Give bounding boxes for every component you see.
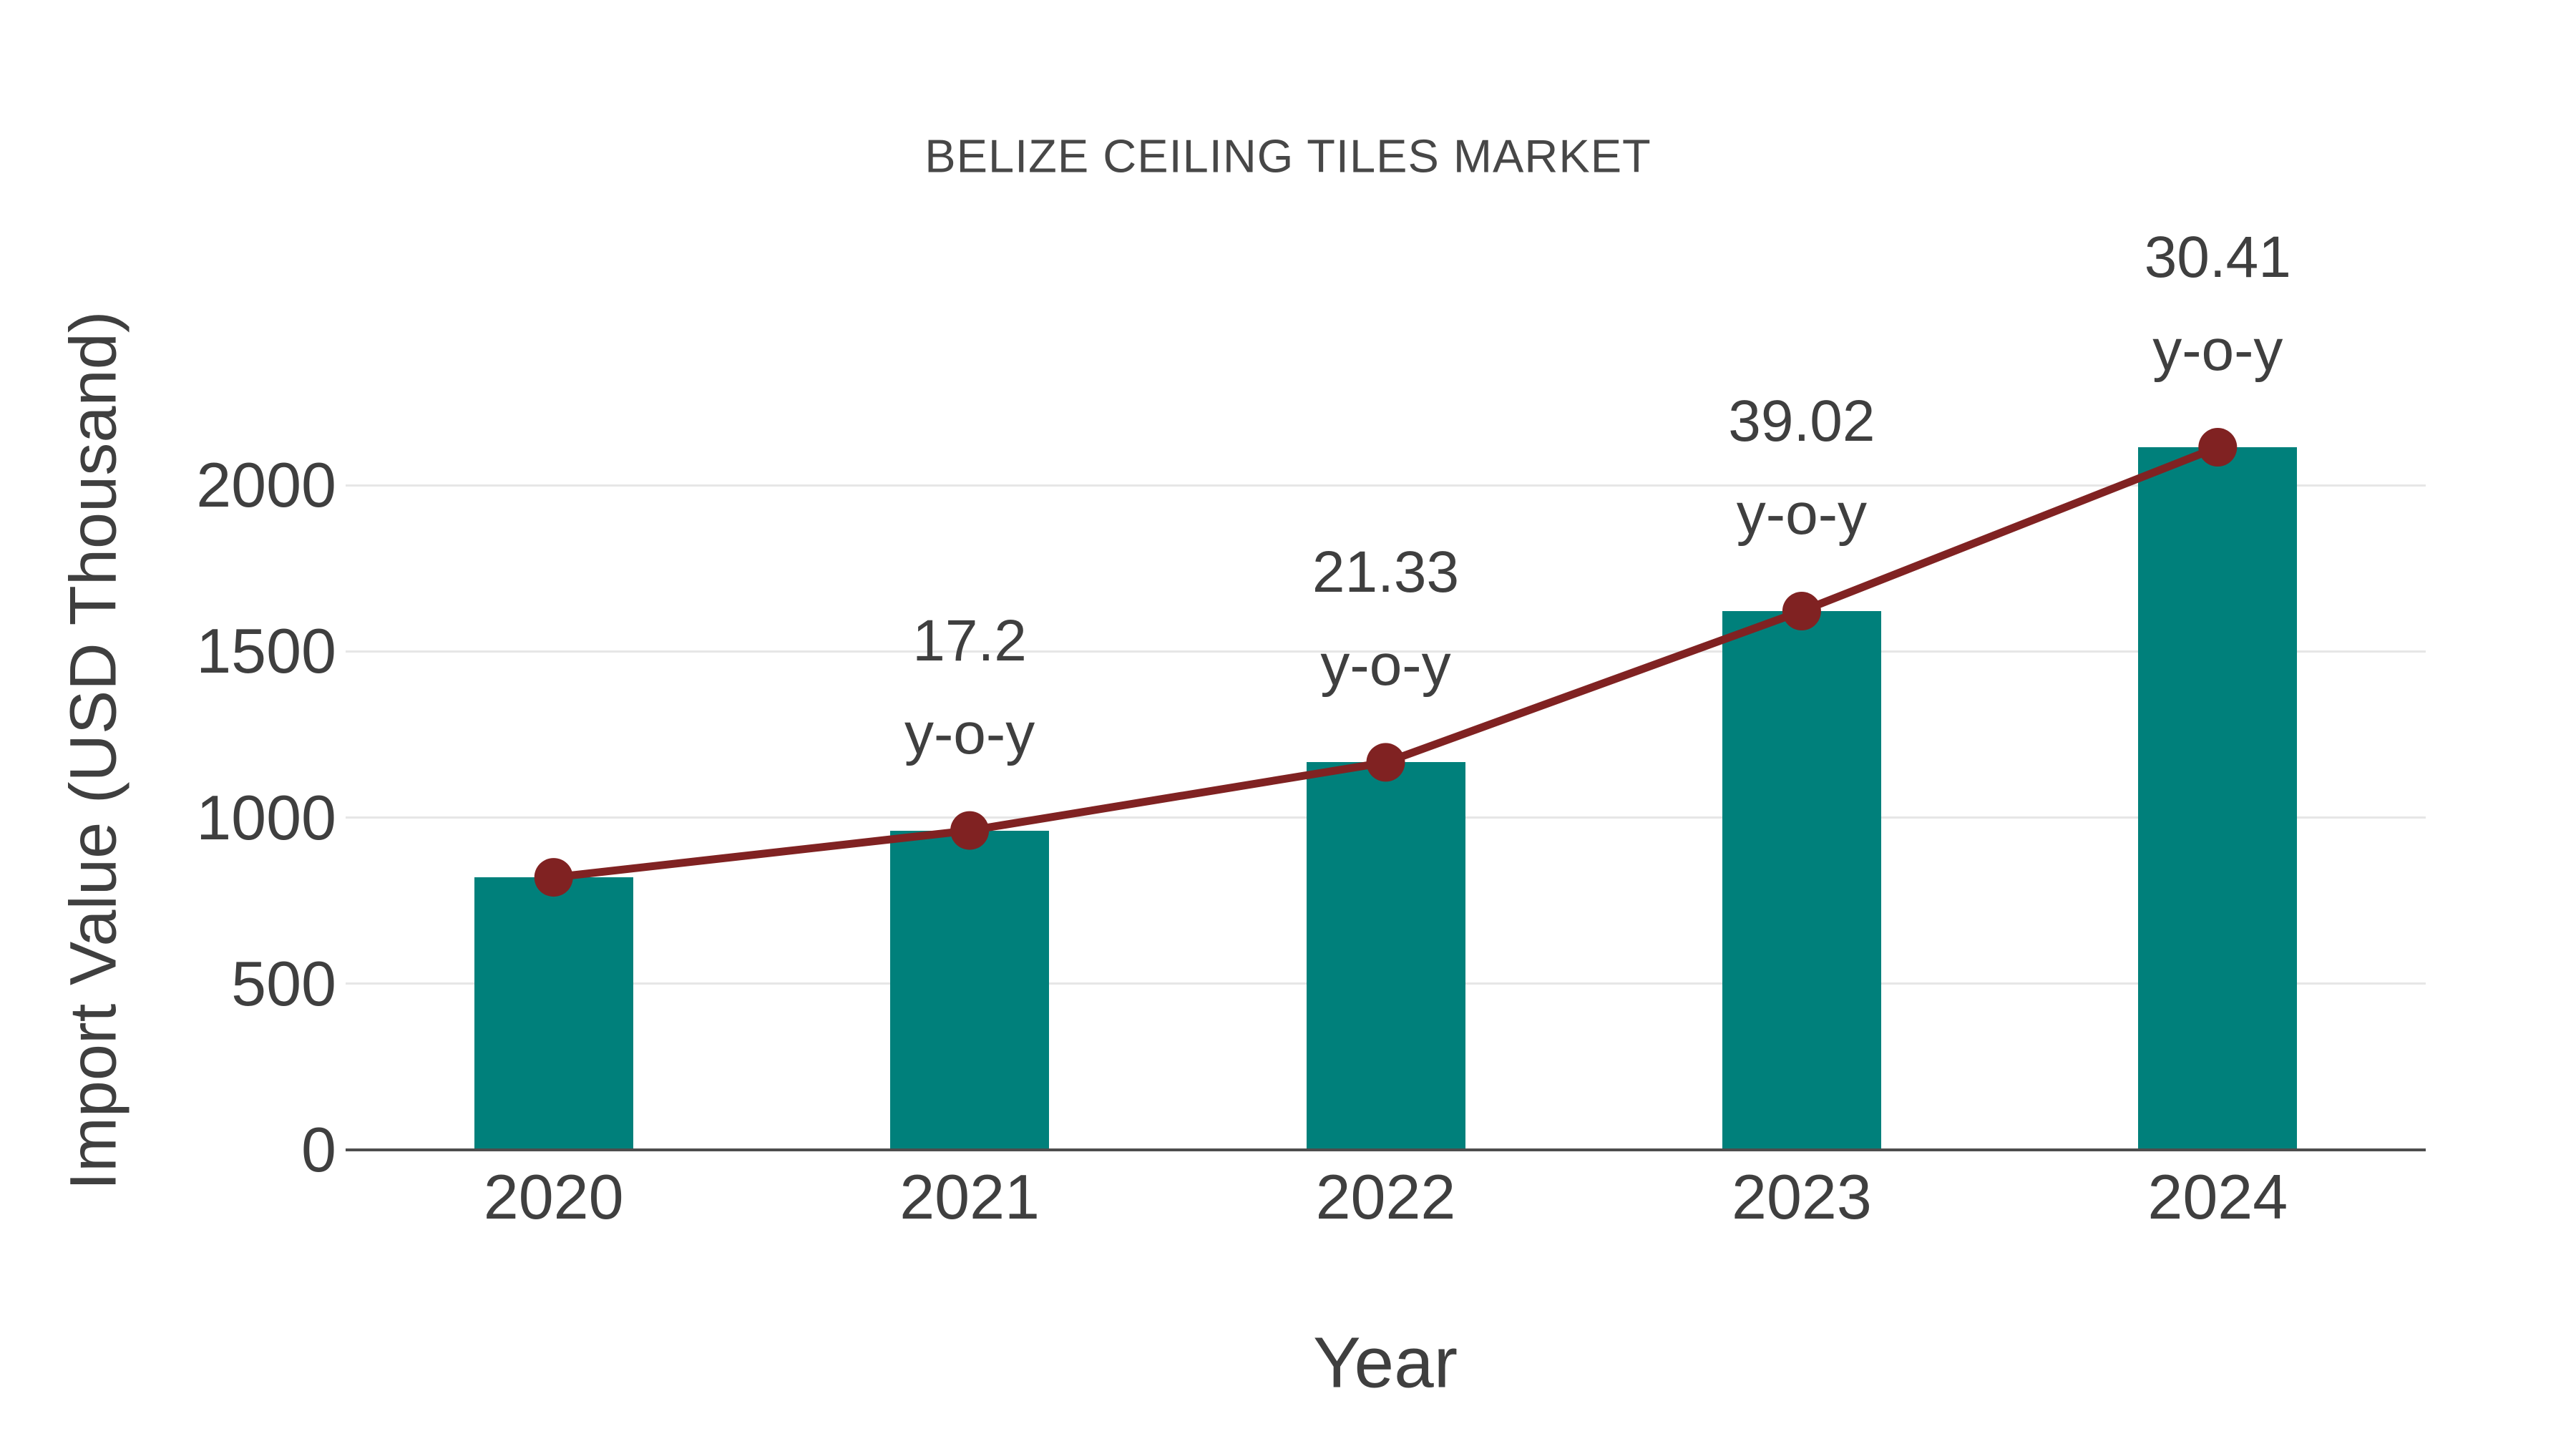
bar-2021 bbox=[890, 830, 1050, 1150]
bar-2020 bbox=[474, 877, 633, 1150]
yoy-annotation-2024: 30.41 y-o-y bbox=[1989, 211, 2446, 397]
x-axis-title: Year bbox=[1312, 1322, 1458, 1403]
y-tick-label-0: 0 bbox=[301, 1114, 336, 1185]
bar-2023 bbox=[1722, 611, 1881, 1150]
y-tick-label-500: 500 bbox=[231, 947, 336, 1019]
y-tick-label-2000: 2000 bbox=[196, 449, 336, 520]
data-point-2024 bbox=[2198, 428, 2238, 467]
yoy-annotation-2022: 21.33 y-o-y bbox=[1157, 526, 1615, 712]
yoy-suffix: y-o-y bbox=[904, 701, 1035, 766]
x-tick-label-2024: 2024 bbox=[2147, 1161, 2288, 1232]
x-tick-label-2021: 2021 bbox=[899, 1161, 1040, 1232]
data-point-2020 bbox=[534, 858, 573, 897]
data-point-2021 bbox=[950, 811, 990, 850]
yoy-suffix: y-o-y bbox=[1320, 633, 1451, 698]
x-axis-line bbox=[346, 1148, 2426, 1151]
x-tick-label-2020: 2020 bbox=[483, 1161, 624, 1232]
bar-2022 bbox=[1306, 762, 1465, 1150]
y-tick-label-1000: 1000 bbox=[196, 781, 336, 853]
yoy-value: 21.33 bbox=[1312, 540, 1460, 605]
bar-2024 bbox=[2138, 447, 2298, 1150]
data-point-2022 bbox=[1366, 743, 1405, 782]
data-point-2023 bbox=[1782, 592, 1821, 631]
yoy-annotation-2021: 17.2 y-o-y bbox=[741, 595, 1199, 781]
yoy-suffix: y-o-y bbox=[2152, 318, 2283, 384]
yoy-annotation-2023: 39.02 y-o-y bbox=[1573, 375, 2031, 561]
chart-title: BELIZE CEILING TILES MARKET bbox=[924, 130, 1652, 182]
x-tick-label-2022: 2022 bbox=[1315, 1161, 1456, 1232]
yoy-value: 30.41 bbox=[2144, 225, 2291, 291]
y-tick-label-1500: 1500 bbox=[196, 615, 336, 687]
yoy-suffix: y-o-y bbox=[1736, 482, 1867, 547]
yoy-value: 39.02 bbox=[1728, 389, 1875, 454]
gridline-2000 bbox=[346, 484, 2426, 487]
yoy-value: 17.2 bbox=[912, 608, 1027, 673]
x-tick-label-2023: 2023 bbox=[1732, 1161, 1872, 1232]
gridline-1500 bbox=[346, 650, 2426, 653]
